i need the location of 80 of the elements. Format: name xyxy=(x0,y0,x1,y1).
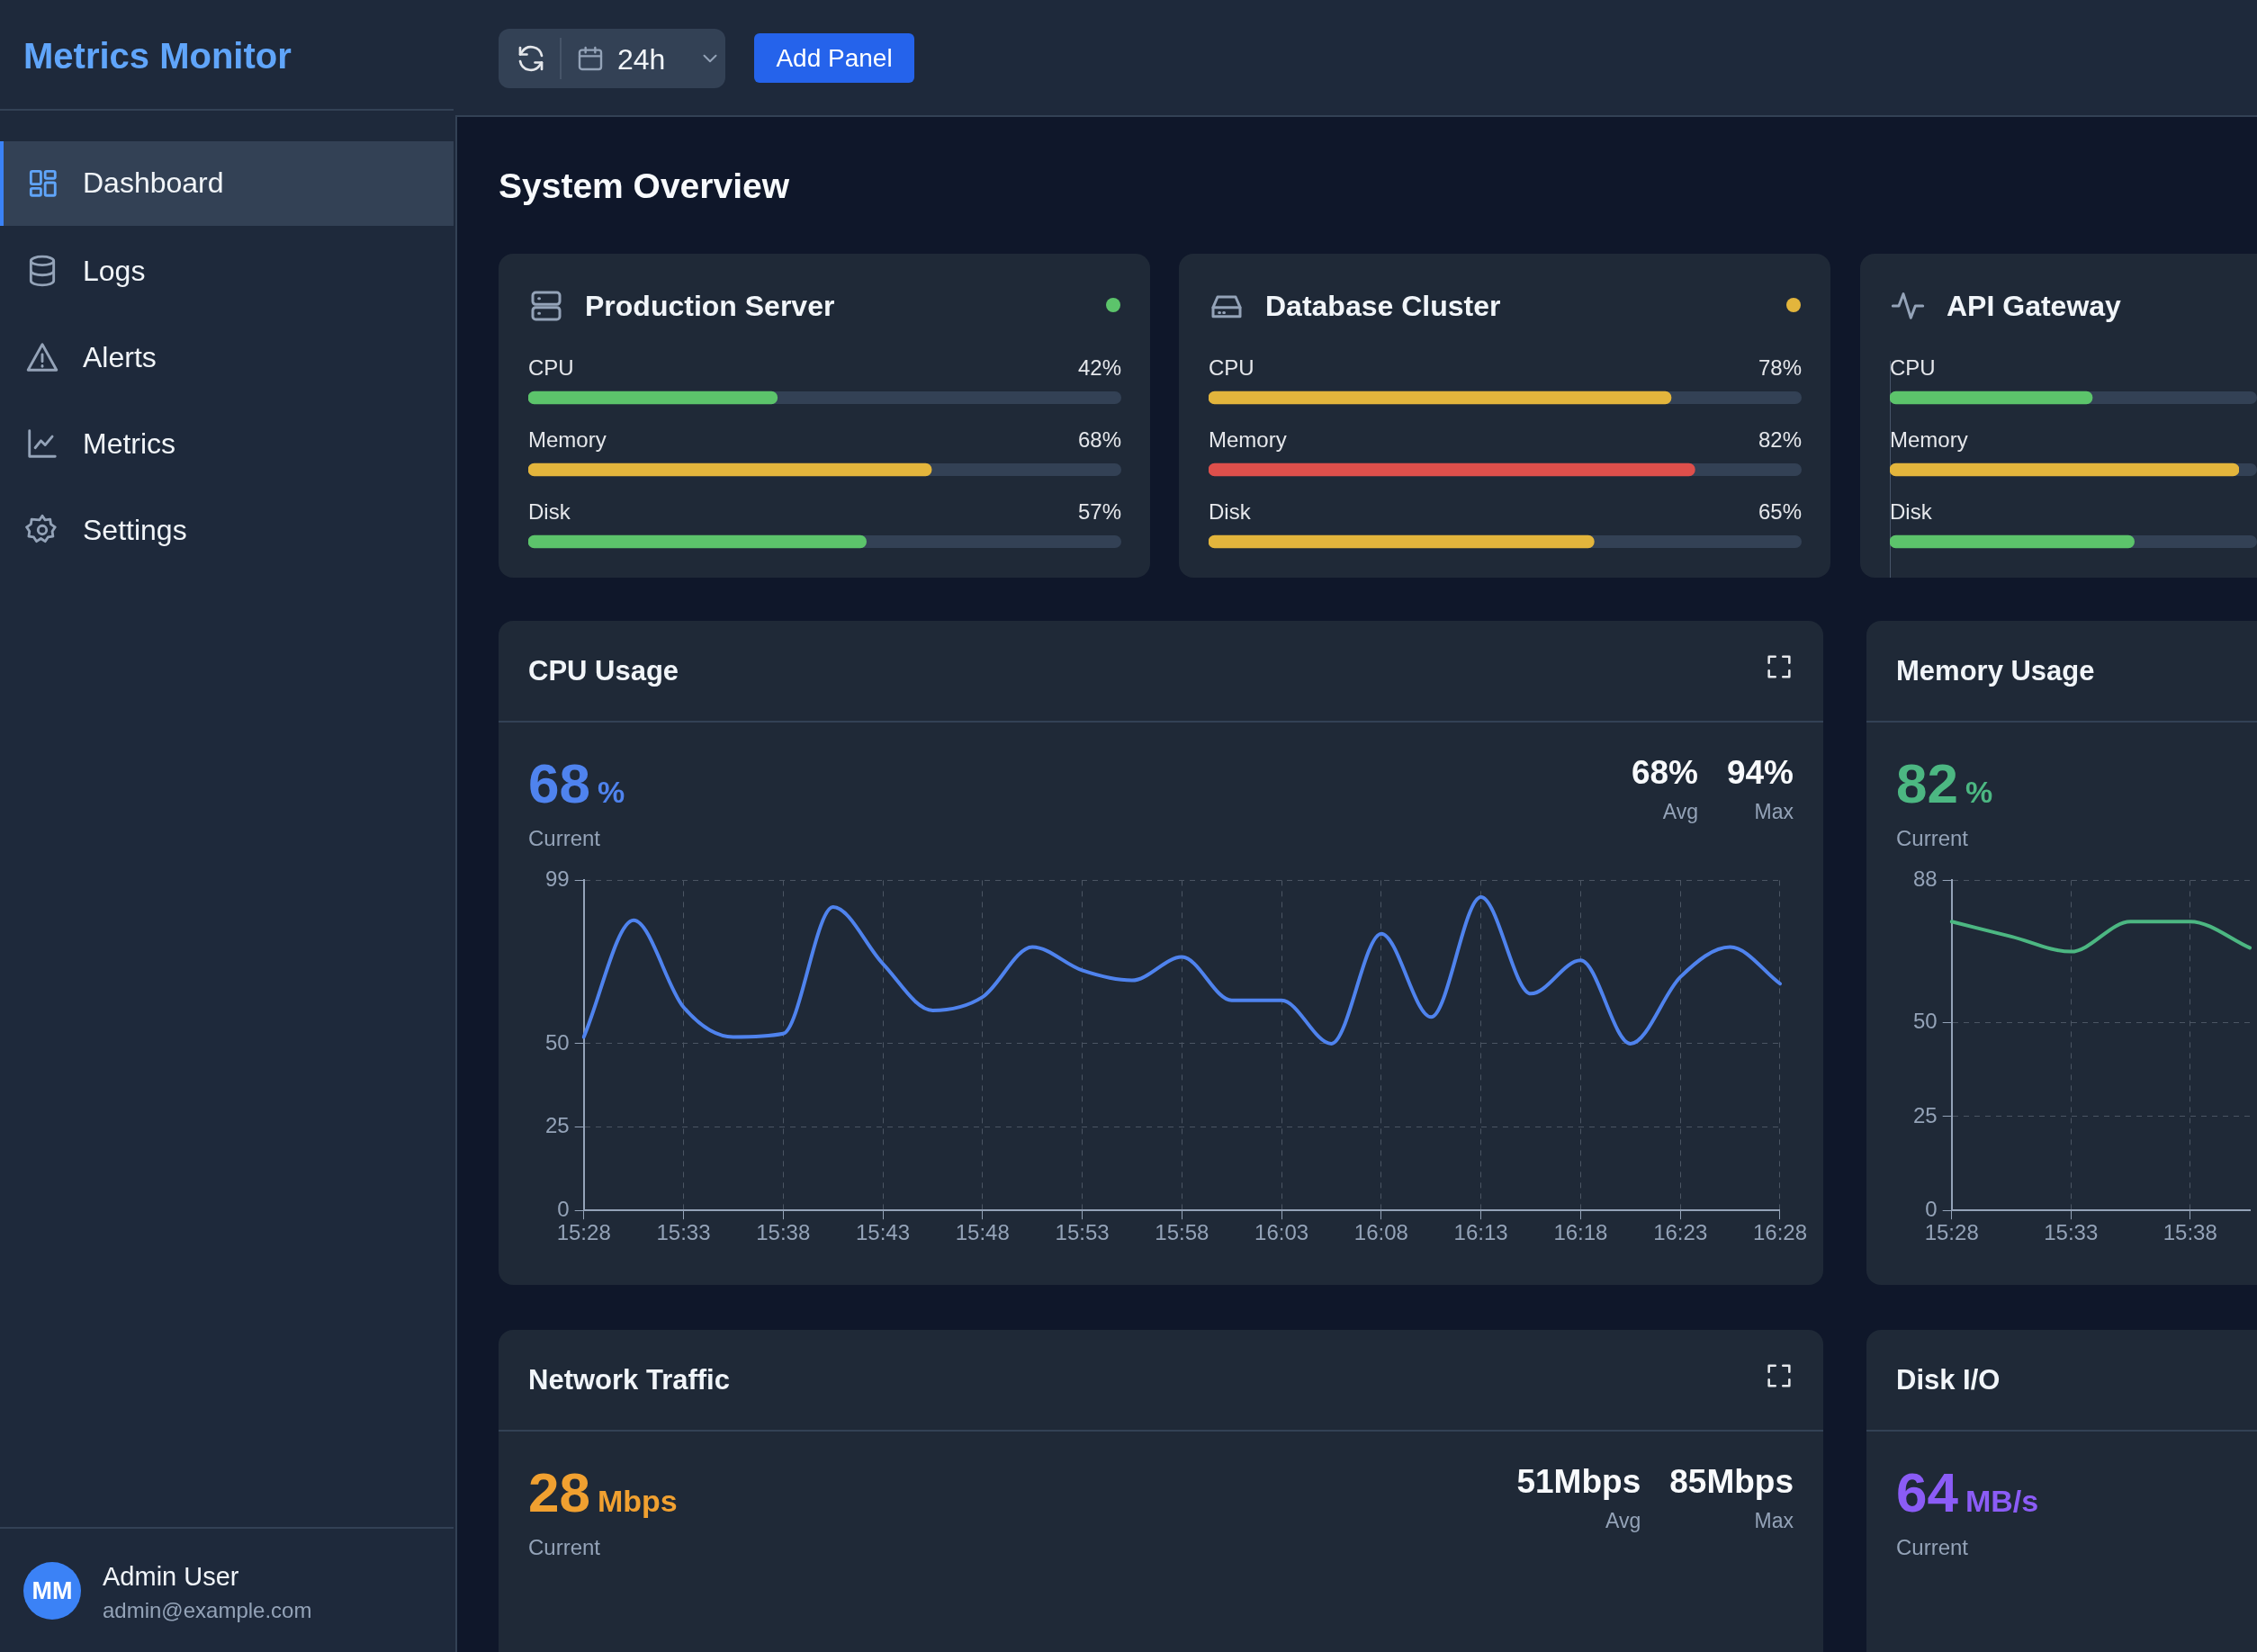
y-tick-label: CPU xyxy=(1209,355,1254,380)
text: Admin User xyxy=(103,1562,239,1591)
x-tick-label: 15:38 xyxy=(2163,1220,2217,1245)
data-label: 57% xyxy=(1077,498,1121,524)
y-tick-label: 50 xyxy=(1912,1009,1938,1034)
text: Dashboard xyxy=(83,166,224,199)
data-label: 68% xyxy=(1077,426,1121,452)
text: 24h xyxy=(617,43,666,76)
y-tick-label: CPU xyxy=(1890,355,1936,380)
y-tick-label: Memory xyxy=(1209,426,1287,452)
y-tick-label: 50 xyxy=(544,1029,570,1055)
x-tick-label: 15:33 xyxy=(656,1220,711,1245)
x-tick-label: 15:48 xyxy=(955,1220,1010,1245)
y-tick-label: 88 xyxy=(1912,866,1938,892)
x-tick-label: 16:23 xyxy=(1653,1220,1708,1245)
y-tick-label: Disk xyxy=(528,498,571,524)
data-label: 65% xyxy=(1758,498,1802,524)
text: % xyxy=(597,775,625,809)
text: 68 xyxy=(528,752,590,814)
text: Avg xyxy=(1605,1509,1641,1532)
data-label: 82% xyxy=(1758,426,1802,452)
chart-title: CPU Usage xyxy=(528,655,679,687)
y-tick-label: 0 xyxy=(1925,1196,1938,1221)
text: Avg xyxy=(1662,800,1698,823)
chart-title: Memory Usage xyxy=(1896,655,2095,687)
text: Logs xyxy=(83,255,146,287)
text: Max xyxy=(1754,800,1794,823)
text: admin@example.com xyxy=(103,1598,312,1622)
y-tick-label: CPU xyxy=(528,355,574,380)
data-label: 78% xyxy=(1758,355,1802,380)
data-label: 42% xyxy=(1077,355,1121,380)
chart-title: Production Server xyxy=(585,290,835,322)
text: MM xyxy=(23,1562,81,1620)
x-tick-label: 15:53 xyxy=(1055,1220,1110,1245)
text: Alerts xyxy=(83,341,157,373)
text: 94% xyxy=(1726,754,1794,791)
text: 28 xyxy=(528,1461,590,1523)
text: Current xyxy=(1896,826,1969,850)
x-tick-label: 15:28 xyxy=(1924,1220,1979,1245)
text: 64 xyxy=(1896,1461,1958,1523)
line-series xyxy=(1949,920,2252,954)
text: 82 xyxy=(1896,752,1958,814)
text: Current xyxy=(528,826,601,850)
y-tick-label: 0 xyxy=(557,1196,570,1221)
text: Disk I/O xyxy=(1896,1364,2001,1396)
text: 51Mbps xyxy=(1516,1463,1641,1500)
x-tick-label: 16:18 xyxy=(1553,1220,1608,1245)
y-tick-label: Memory xyxy=(1890,426,1968,452)
text: 68% xyxy=(1631,754,1698,791)
line-series xyxy=(581,894,1782,1046)
y-tick-label: 25 xyxy=(544,1113,570,1138)
text: Max xyxy=(1754,1509,1794,1532)
text: MB/s xyxy=(1965,1484,2039,1518)
y-tick-label: 99 xyxy=(544,866,570,892)
text: Metrics Monitor xyxy=(23,36,292,76)
x-tick-label: 15:28 xyxy=(556,1220,611,1245)
text: 85Mbps xyxy=(1669,1463,1794,1500)
x-tick-label: 15:38 xyxy=(756,1220,811,1245)
text: Network Traffic xyxy=(528,1364,730,1396)
text: System Overview xyxy=(499,166,790,205)
text: Mbps xyxy=(597,1484,678,1518)
x-tick-label: 16:28 xyxy=(1752,1220,1807,1245)
x-tick-label: 16:08 xyxy=(1353,1220,1408,1245)
text: % xyxy=(1965,775,1993,809)
text: Metrics xyxy=(83,427,176,460)
text: Add Panel xyxy=(754,33,914,83)
x-tick-label: 16:03 xyxy=(1254,1220,1309,1245)
y-tick-label: Disk xyxy=(1890,498,1933,524)
chart-title: Database Cluster xyxy=(1265,290,1501,322)
text: Settings xyxy=(83,514,187,546)
chart-title: API Gateway xyxy=(1947,290,2121,322)
y-tick-label: 25 xyxy=(1912,1102,1938,1127)
y-tick-label: Disk xyxy=(1209,498,1252,524)
text: Current xyxy=(528,1535,601,1559)
x-tick-label: 15:58 xyxy=(1155,1220,1209,1245)
x-tick-label: 15:43 xyxy=(855,1220,911,1245)
text: Current xyxy=(1896,1535,1969,1559)
x-tick-label: 15:33 xyxy=(2044,1220,2099,1245)
y-tick-label: Memory xyxy=(528,426,607,452)
x-tick-label: 16:13 xyxy=(1453,1220,1508,1245)
